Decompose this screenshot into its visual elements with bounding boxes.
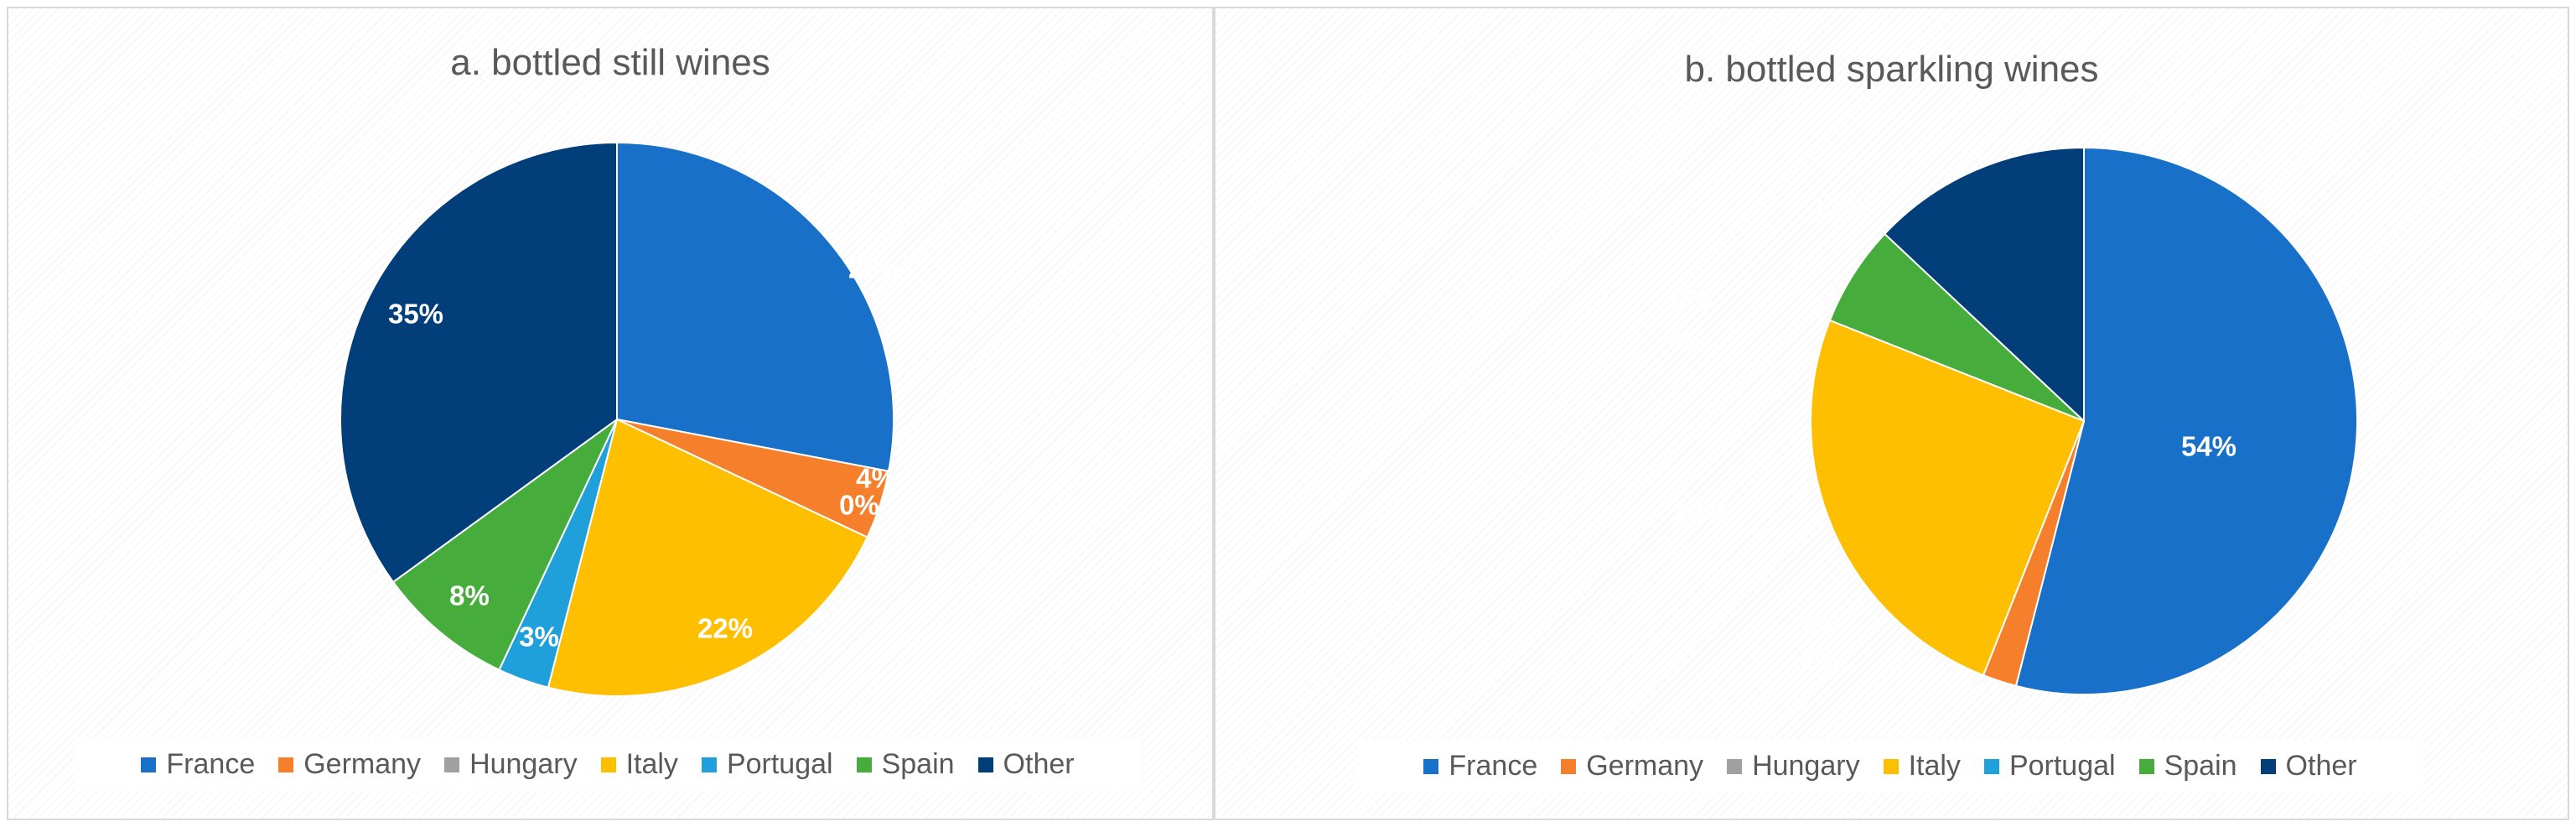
legend-swatch <box>2138 758 2154 774</box>
data-label-hungary: 0% <box>839 490 879 521</box>
legend-label: France <box>1449 750 1538 782</box>
chart-title: a. bottled still wines <box>450 42 770 83</box>
legend-item-spain: Spain <box>2138 750 2237 783</box>
legend-label: Spain <box>2164 750 2237 782</box>
data-label-other: 35% <box>388 299 443 330</box>
data-label-other: 13% <box>1811 192 1867 223</box>
chart-legend: France Germany Hungary Italy Portugal Spain Ot… <box>1358 740 2423 793</box>
legend-label: Portugal <box>726 748 833 780</box>
legend-label: Hungary <box>469 748 578 780</box>
legend-swatch <box>278 757 294 772</box>
legend-item-france: France <box>141 748 255 781</box>
legend-label: Other <box>2285 750 2357 782</box>
chart-legend: France Germany Hungary Italy Portugal Spain Ot… <box>75 738 1140 791</box>
pie-chart-still-wines: 28% 4%0% 22% 3% 8% 35% <box>339 141 904 697</box>
pie-slice-france <box>2014 146 2358 695</box>
legend-label: Germany <box>1586 750 1704 782</box>
legend-item-germany: Germany <box>278 748 421 781</box>
chart-panel-sparkling-wines: b. bottled sparkling wines 54% 2% 0% 25% 0% 6… <box>1214 7 2569 820</box>
legend-item-spain: Spain <box>856 748 955 781</box>
chart-title: b. bottled sparkling wines <box>1684 49 2099 90</box>
data-label-france: 54% <box>2181 431 2237 462</box>
legend-swatch <box>1561 758 1577 774</box>
legend-swatch <box>1883 758 1899 774</box>
data-label-hungary: 0% <box>1802 611 1838 639</box>
legend-label: Spain <box>881 748 955 780</box>
legend-swatch <box>1727 758 1743 774</box>
data-label-germany: 4% <box>856 463 896 494</box>
legend-swatch <box>856 757 872 772</box>
legend-label: Portugal <box>2008 750 2116 782</box>
pie-slice-spain <box>391 419 618 671</box>
data-label-italy: 25% <box>1674 498 1729 529</box>
data-label-germany: 2% <box>1801 648 1837 675</box>
legend-label: Italy <box>1908 750 1961 782</box>
legend-label: Germany <box>303 748 422 780</box>
legend-item-hungary: Hungary <box>444 748 578 781</box>
legend-item-other: Other <box>977 748 1075 781</box>
legend-swatch <box>977 757 993 772</box>
legend-swatch <box>2260 758 2276 774</box>
legend-item-portugal: Portugal <box>1983 750 2116 783</box>
legend-label: Other <box>1003 748 1075 780</box>
pie-slice-other <box>339 141 618 584</box>
legend-label: France <box>166 748 256 780</box>
legend-item-hungary: Hungary <box>1727 750 1860 783</box>
legend-label: Hungary <box>1752 750 1860 782</box>
data-label-spain: 6% <box>1671 284 1711 315</box>
legend-swatch <box>444 757 460 772</box>
legend-swatch <box>701 757 717 772</box>
data-label-france: 28% <box>848 253 904 284</box>
pie-slice-italy <box>547 418 868 697</box>
legend-swatch <box>1423 758 1439 774</box>
legend-swatch <box>141 757 157 772</box>
legend-item-france: France <box>1423 750 1537 783</box>
pie-slice-other <box>1883 146 2085 424</box>
chart-panel-still-wines: a. bottled still wines 28% 4% 0% 22% 3% 8% 35%… <box>7 7 1214 820</box>
data-label-spain: 8% <box>449 580 490 611</box>
legend-item-other: Other <box>2260 750 2357 783</box>
legend-swatch <box>600 757 616 772</box>
data-label-portugal: 3% <box>519 622 559 653</box>
pie-slice-italy <box>1810 319 2086 677</box>
legend-item-portugal: Portugal <box>701 748 833 781</box>
legend-item-italy: Italy <box>600 748 678 781</box>
legend-item-italy: Italy <box>1883 750 1961 783</box>
pie-slice-spain <box>1828 232 2085 422</box>
pie-chart-sparkling-wines: 54% 2% 0% 25% 0% 6% 13% <box>1668 146 2358 695</box>
pie-slice-france <box>616 141 894 473</box>
data-label-italy: 22% <box>697 613 753 644</box>
legend-label: Italy <box>625 748 678 780</box>
data-label-portugal: 0% <box>1668 329 1704 356</box>
legend-swatch <box>1983 758 1999 774</box>
legend-item-germany: Germany <box>1561 750 1703 783</box>
